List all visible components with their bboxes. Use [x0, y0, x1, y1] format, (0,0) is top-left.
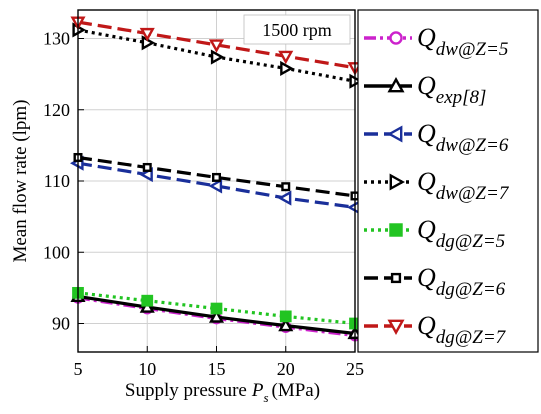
x-axis-label: Supply pressure Ps (MPa) — [125, 380, 320, 405]
x-tick-label: 15 — [208, 359, 226, 379]
data-point — [277, 190, 292, 206]
x-axis-label-subscript: s — [263, 390, 268, 405]
legend-label-main: Q — [417, 167, 436, 196]
legend-swatch-marker — [387, 319, 405, 335]
legend-item-6: Qdg@Z=6 — [364, 263, 506, 300]
y-tick-label: 90 — [52, 314, 70, 334]
legend-label: Qexp[8] — [417, 71, 486, 108]
y-axis-label: Mean flow rate (lpm) — [10, 99, 31, 262]
annotation-box — [243, 14, 351, 45]
legend-item-2: Qexp[8] — [364, 71, 486, 108]
legend-swatch-marker — [387, 125, 403, 143]
legend-item-5: Qdg@Z=5 — [364, 215, 505, 252]
legend-label-subscript: dg@Z=5 — [436, 231, 505, 252]
legend-label: Qdg@Z=5 — [417, 215, 505, 252]
data-point — [139, 27, 155, 42]
legend-swatch-marker — [390, 272, 402, 284]
data-point — [279, 310, 292, 323]
legend-swatch-marker — [387, 77, 405, 93]
y-tick-label: 120 — [43, 100, 70, 120]
data-point — [141, 294, 154, 307]
data-point — [208, 309, 225, 323]
x-axis-label-symbol: P — [251, 380, 264, 401]
data-point — [208, 178, 223, 194]
legend-label-main: Q — [417, 71, 436, 100]
data-point — [210, 49, 225, 65]
legend-label: Qdg@Z=6 — [417, 263, 506, 300]
y-tick-label: 130 — [43, 29, 70, 49]
legend-swatch-marker — [389, 173, 405, 191]
x-axis-label-text: Supply pressure — [125, 380, 247, 401]
legend-label: Qdg@Z=7 — [417, 311, 507, 348]
speed-annotation: 1500 rpm — [243, 14, 351, 45]
legend-label-main: Q — [417, 311, 436, 340]
legend-label-subscript: dg@Z=6 — [436, 279, 506, 300]
legend-item-4: Qdw@Z=7 — [364, 167, 510, 204]
legend-label: Qdw@Z=5 — [417, 23, 508, 60]
legend-item-7: Qdg@Z=7 — [364, 311, 507, 348]
legend-label: Qdw@Z=7 — [417, 167, 510, 204]
data-point — [208, 39, 225, 53]
data-point — [210, 302, 223, 315]
series-line — [77, 291, 356, 326]
legend-label-subscript: dw@Z=5 — [436, 39, 509, 60]
data-point — [281, 182, 291, 192]
legend-label: Qdw@Z=6 — [417, 119, 509, 156]
legend: Qdw@Z=5Qexp[8]Qdw@Z=6Qdw@Z=7Qdg@Z=5Qdg@Z… — [364, 23, 510, 348]
legend-label-main: Q — [417, 23, 436, 52]
x-tick-label: 25 — [346, 359, 364, 379]
x-axis-label-unit: (MPa) — [272, 380, 321, 401]
series-3 — [70, 155, 361, 215]
y-tick-label: 110 — [44, 171, 70, 191]
annotation-text: 1500 rpm — [262, 20, 332, 40]
legend-label-subscript: dg@Z=7 — [436, 327, 507, 348]
legend-label-subscript: exp[8] — [436, 87, 487, 108]
data-point — [278, 317, 294, 332]
x-tick-label: 5 — [74, 359, 83, 379]
tick-layer: 5 10 15 20 25 90 100 110 120 130 — [43, 29, 364, 380]
data-point — [211, 172, 221, 182]
legend-item-3: Qdw@Z=6 — [364, 119, 509, 156]
legend-swatch-marker — [389, 223, 403, 237]
legend-label-subscript: dw@Z=7 — [436, 183, 510, 204]
data-point — [142, 162, 152, 172]
series-line — [77, 155, 356, 198]
legend-swatch-marker — [389, 31, 403, 45]
legend-label-main: Q — [417, 215, 436, 244]
y-tick-label: 100 — [43, 242, 70, 262]
x-tick-label: 10 — [138, 359, 156, 379]
legend-item-1: Qdw@Z=5 — [364, 23, 508, 60]
legend-label-main: Q — [417, 119, 436, 148]
data-point — [280, 60, 294, 76]
x-tick-label: 20 — [277, 359, 295, 379]
legend-label-main: Q — [417, 263, 436, 292]
series-7 — [70, 16, 363, 76]
data-point — [278, 50, 294, 65]
legend-label-subscript: dw@Z=6 — [436, 135, 509, 156]
